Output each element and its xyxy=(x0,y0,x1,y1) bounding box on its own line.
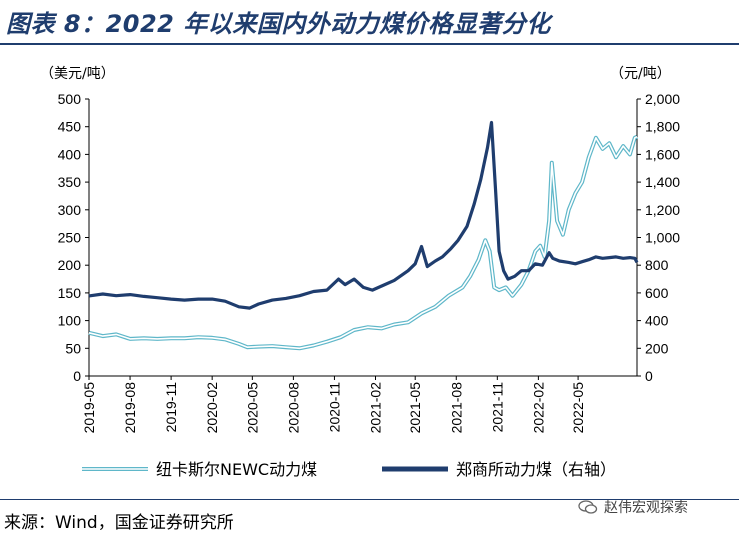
legend-label-zce: 郑商所动力煤（右轴） xyxy=(456,460,616,479)
chart-title: 图表 8：2022 年以来国内外动力煤价格显著分化 xyxy=(6,10,551,38)
left-tick-label: 250 xyxy=(58,230,82,246)
right-tick-label: 800 xyxy=(645,257,669,273)
left-tick-label: 500 xyxy=(58,91,82,107)
x-tick-label: 2021-08 xyxy=(448,382,464,434)
x-tick-label: 2019-05 xyxy=(81,382,97,434)
footer-divider xyxy=(0,499,739,500)
left-tick-label: 150 xyxy=(58,285,82,301)
newc-line-inner xyxy=(88,135,638,350)
watermark: 赵伟宏观探索 xyxy=(578,497,688,517)
right-tick-label: 1,400 xyxy=(645,174,680,190)
chart-canvas: （美元/吨） （元/吨） 0 50 100 150 200 250 300 350 400 450 50… xyxy=(40,66,680,479)
left-tick-label: 350 xyxy=(58,174,82,190)
left-tick-label: 450 xyxy=(58,119,82,135)
chart-axes: （美元/吨） （元/吨） 0 50 100 150 200 250 300 350 400 450 50… xyxy=(40,66,680,433)
right-tick-label: 2,000 xyxy=(645,91,680,107)
source-note: 来源：Wind，国金证券研究所 xyxy=(4,513,234,533)
x-tick-label: 2019-11 xyxy=(163,382,179,433)
right-tick-label: 600 xyxy=(645,285,669,301)
right-tick-label: 400 xyxy=(645,313,669,329)
right-tick-label: 1,200 xyxy=(645,202,680,218)
x-tick-label: 2019-08 xyxy=(122,382,138,434)
right-tick-label: 1,000 xyxy=(645,230,680,246)
x-tick-label: 2021-02 xyxy=(367,382,383,434)
left-tick-label: 300 xyxy=(58,202,82,218)
chart-legend: 纽卡斯尔NEWC动力煤 郑商所动力煤（右轴） xyxy=(82,460,616,479)
x-tick-label: 2021-11 xyxy=(489,382,505,433)
left-tick-label: 200 xyxy=(58,257,82,273)
chart-series xyxy=(88,120,639,351)
right-tick-label: 0 xyxy=(645,368,653,384)
x-tick-label: 2022-05 xyxy=(570,382,586,434)
right-tick-label: 200 xyxy=(645,340,669,356)
right-axis-unit: （元/吨） xyxy=(610,66,671,82)
legend-label-newc: 纽卡斯尔NEWC动力煤 xyxy=(156,460,317,479)
left-tick-label: 400 xyxy=(58,146,82,162)
left-tick-label: 50 xyxy=(65,340,81,356)
wechat-icon xyxy=(578,500,598,514)
x-tick-label: 2020-08 xyxy=(285,382,301,434)
left-tick-label: 100 xyxy=(58,313,82,329)
watermark-text: 赵伟宏观探索 xyxy=(604,500,688,516)
left-axis-unit: （美元/吨） xyxy=(40,66,115,82)
x-tick-label: 2020-02 xyxy=(204,382,220,434)
x-tick-label: 2022-02 xyxy=(530,382,546,434)
x-tick-label: 2020-11 xyxy=(326,382,342,433)
right-tick-label: 1,800 xyxy=(645,119,680,135)
newc-line-outer xyxy=(88,134,638,351)
x-tick-label: 2020-05 xyxy=(244,382,260,434)
title-divider xyxy=(0,43,739,45)
zce-line xyxy=(88,120,639,310)
x-tick-label: 2021-05 xyxy=(407,382,423,434)
right-tick-label: 1,600 xyxy=(645,146,680,162)
left-tick-label: 0 xyxy=(73,368,81,384)
